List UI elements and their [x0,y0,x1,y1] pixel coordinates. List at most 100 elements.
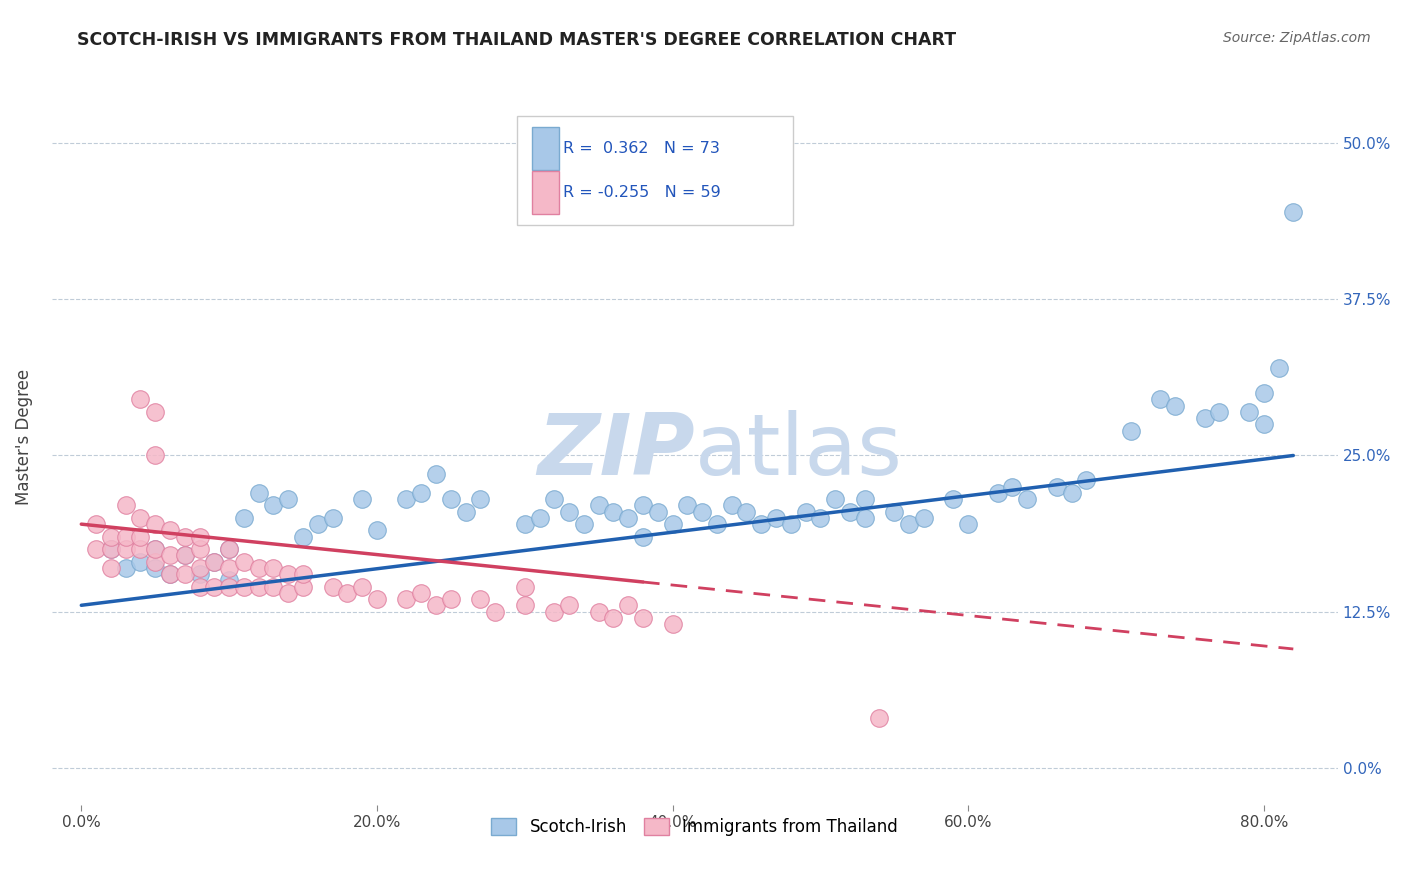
Point [322,580,344,594]
Point [1253,417,1275,432]
Point [543,492,565,507]
Point [853,492,876,507]
Point [336,586,359,600]
Point [277,567,299,582]
Point [470,492,492,507]
Point [735,505,758,519]
Point [808,511,831,525]
Text: R =  0.362   N = 73: R = 0.362 N = 73 [562,141,720,156]
Text: Source: ZipAtlas.com: Source: ZipAtlas.com [1223,31,1371,45]
Point [366,592,388,607]
Point [838,505,860,519]
Point [277,492,299,507]
Point [292,530,315,544]
Point [173,567,195,582]
Point [513,580,536,594]
Point [572,517,595,532]
Point [143,561,166,575]
Point [218,542,240,557]
Legend: Scotch-Irish, Immigrants from Thailand: Scotch-Irish, Immigrants from Thailand [484,810,907,845]
Y-axis label: Master's Degree: Master's Degree [15,368,32,505]
Point [765,511,787,525]
Point [868,711,890,725]
Point [1017,492,1039,507]
Point [794,505,817,519]
Point [188,580,211,594]
Point [1208,405,1230,419]
Point [292,567,315,582]
Point [188,542,211,557]
Point [114,561,136,575]
Point [247,486,270,500]
Point [513,599,536,613]
Point [129,555,152,569]
Point [690,505,713,519]
Text: atlas: atlas [695,410,903,493]
Point [661,617,683,632]
Point [824,492,846,507]
Point [129,511,152,525]
Point [277,586,299,600]
Point [129,392,152,407]
Point [188,561,211,575]
Point [352,580,374,594]
Point [218,542,240,557]
Point [395,592,418,607]
Point [395,492,418,507]
Point [853,511,876,525]
Point [100,530,122,544]
Point [143,405,166,419]
Point [100,542,122,557]
Point [262,499,284,513]
Point [631,499,654,513]
Point [143,542,166,557]
Point [173,549,195,563]
Point [440,492,463,507]
Point [706,517,728,532]
Point [322,511,344,525]
Point [159,524,181,538]
Point [617,511,640,525]
Point [661,517,683,532]
Point [1194,411,1216,425]
Point [987,486,1010,500]
Point [558,599,581,613]
Point [143,517,166,532]
Point [129,542,152,557]
Point [898,517,921,532]
Point [631,530,654,544]
Point [173,530,195,544]
Point [247,561,270,575]
Point [1253,386,1275,401]
Text: SCOTCH-IRISH VS IMMIGRANTS FROM THAILAND MASTER'S DEGREE CORRELATION CHART: SCOTCH-IRISH VS IMMIGRANTS FROM THAILAND… [77,31,956,49]
Point [647,505,669,519]
Point [143,555,166,569]
Point [1282,205,1305,219]
Point [942,492,965,507]
Point [352,492,374,507]
Point [454,505,477,519]
Point [159,567,181,582]
Point [558,505,581,519]
Point [602,505,624,519]
Point [159,567,181,582]
Point [1076,474,1098,488]
Point [129,530,152,544]
Point [232,511,254,525]
Point [247,580,270,594]
Text: ZIP: ZIP [537,410,695,493]
Point [425,599,447,613]
Point [676,499,699,513]
Point [617,599,640,613]
Point [883,505,905,519]
Point [114,530,136,544]
Point [529,511,551,525]
Point [173,549,195,563]
Point [202,555,225,569]
Point [143,449,166,463]
Point [1046,480,1069,494]
Point [588,605,610,619]
Point [292,580,315,594]
Point [218,561,240,575]
Point [411,486,433,500]
